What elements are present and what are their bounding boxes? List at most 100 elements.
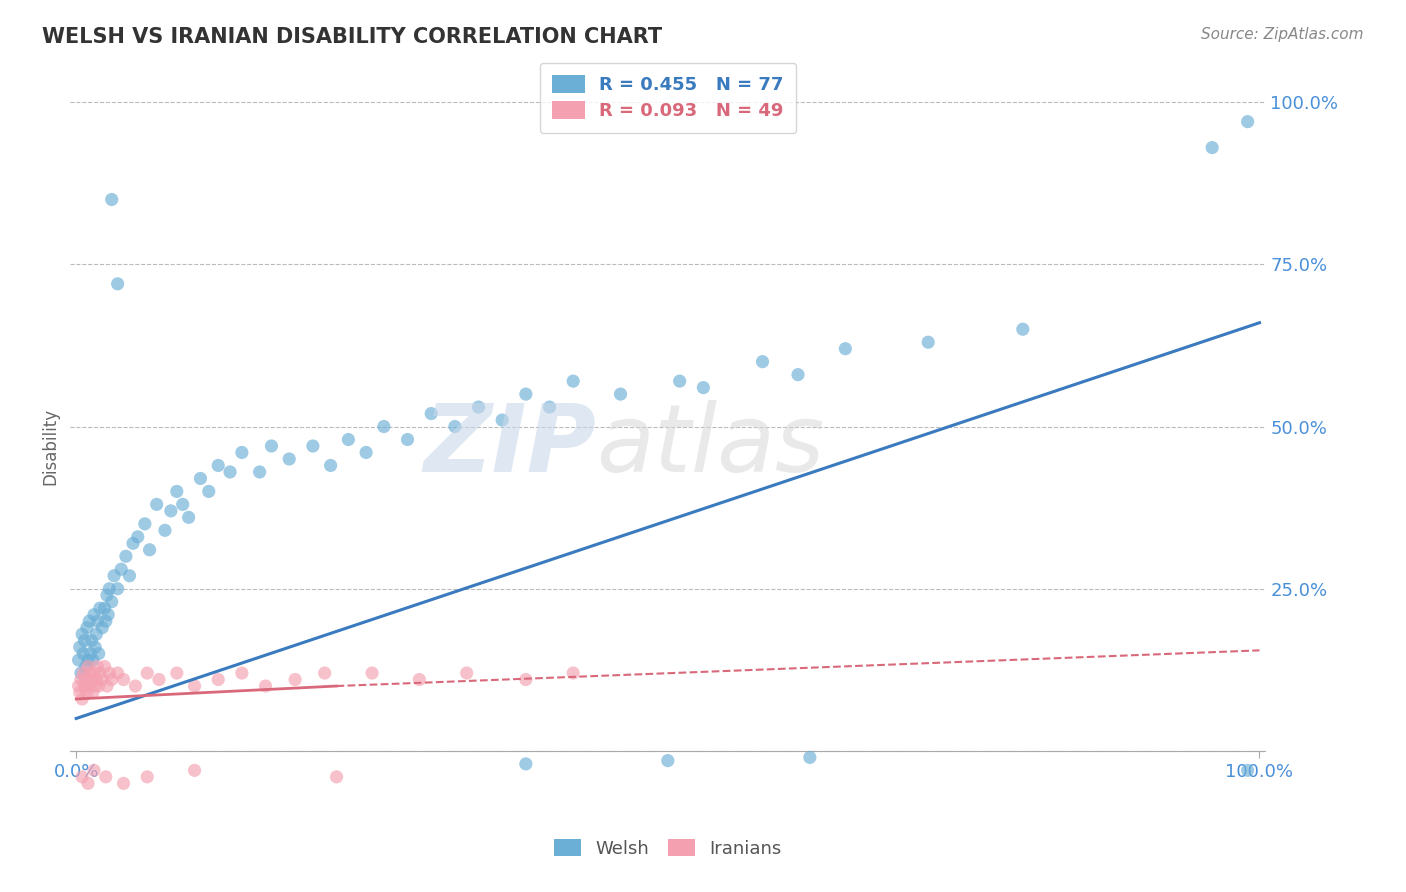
Point: [112, 776, 135, 790]
Point: [86, 659, 108, 673]
Point: [408, 673, 430, 687]
Point: [138, 542, 160, 557]
Point: [197, 484, 219, 499]
Point: [96, 679, 118, 693]
Point: [86, 673, 108, 687]
Point: [118, 568, 141, 582]
Point: [515, 756, 537, 771]
Point: [1236, 764, 1258, 778]
Point: [82, 653, 104, 667]
Point: [361, 666, 384, 681]
Point: [98, 666, 121, 681]
Point: [337, 433, 360, 447]
Point: [917, 335, 939, 350]
Point: [799, 750, 821, 764]
Point: [467, 400, 489, 414]
Point: [83, 607, 105, 622]
Point: [538, 400, 561, 414]
Point: [562, 666, 585, 681]
Point: [100, 193, 122, 207]
Point: [148, 673, 170, 687]
Point: [79, 666, 101, 681]
Point: [91, 621, 114, 635]
Point: [77, 776, 100, 790]
Point: [136, 666, 159, 681]
Point: [70, 692, 93, 706]
Point: [444, 419, 467, 434]
Point: [115, 549, 138, 564]
Point: [84, 679, 107, 693]
Point: [284, 673, 307, 687]
Point: [325, 770, 347, 784]
Point: [124, 679, 146, 693]
Point: [84, 640, 107, 654]
Point: [1011, 322, 1033, 336]
Point: [77, 659, 100, 673]
Point: [77, 614, 100, 628]
Text: ZIP: ZIP: [423, 400, 596, 492]
Point: [86, 614, 108, 628]
Point: [110, 562, 132, 576]
Point: [183, 679, 205, 693]
Point: [515, 673, 537, 687]
Point: [80, 633, 103, 648]
Point: [231, 445, 253, 459]
Text: WELSH VS IRANIAN DISABILITY CORRELATION CHART: WELSH VS IRANIAN DISABILITY CORRELATION …: [42, 27, 662, 46]
Point: [136, 770, 159, 784]
Point: [207, 458, 229, 473]
Point: [609, 387, 631, 401]
Point: [107, 666, 129, 681]
Point: [260, 439, 283, 453]
Point: [657, 754, 679, 768]
Point: [93, 601, 115, 615]
Point: [77, 653, 100, 667]
Point: [107, 277, 129, 291]
Point: [89, 666, 111, 681]
Point: [69, 685, 91, 699]
Point: [94, 770, 117, 784]
Point: [302, 439, 325, 453]
Point: [69, 640, 91, 654]
Point: [70, 673, 93, 687]
Point: [354, 445, 377, 459]
Point: [103, 568, 125, 582]
Point: [67, 653, 90, 667]
Point: [76, 621, 98, 635]
Point: [96, 588, 118, 602]
Point: [190, 471, 212, 485]
Point: [319, 458, 342, 473]
Point: [456, 666, 478, 681]
Point: [314, 666, 336, 681]
Text: Source: ZipAtlas.com: Source: ZipAtlas.com: [1201, 27, 1364, 42]
Point: [491, 413, 513, 427]
Legend: Welsh, Iranians: Welsh, Iranians: [547, 832, 789, 865]
Point: [73, 633, 96, 648]
Point: [87, 679, 110, 693]
Point: [72, 666, 94, 681]
Point: [692, 381, 714, 395]
Point: [72, 647, 94, 661]
Point: [80, 673, 103, 687]
Point: [127, 530, 149, 544]
Point: [107, 582, 129, 596]
Point: [67, 679, 90, 693]
Point: [166, 484, 188, 499]
Point: [89, 601, 111, 615]
Point: [100, 595, 122, 609]
Point: [75, 659, 97, 673]
Point: [166, 666, 188, 681]
Point: [97, 607, 120, 622]
Point: [77, 679, 100, 693]
Point: [515, 387, 537, 401]
Point: [751, 354, 773, 368]
Point: [75, 673, 97, 687]
Point: [70, 770, 93, 784]
Point: [420, 407, 443, 421]
Y-axis label: Disability: Disability: [41, 408, 59, 484]
Point: [93, 659, 115, 673]
Point: [94, 614, 117, 628]
Point: [112, 673, 135, 687]
Point: [134, 516, 156, 531]
Point: [160, 504, 183, 518]
Point: [87, 647, 110, 661]
